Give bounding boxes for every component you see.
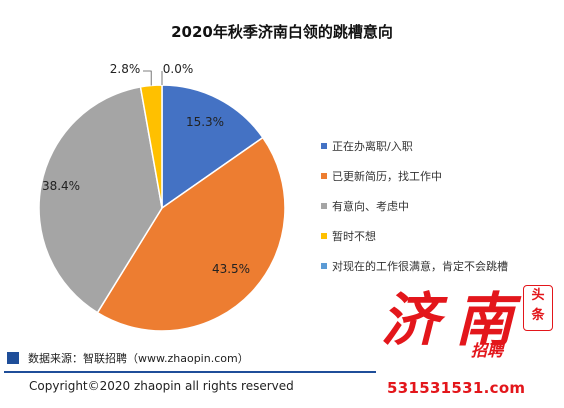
slice-label-2: 38.4% <box>42 179 80 193</box>
data-source: 数据来源：智联招聘（www.zhaopin.com） <box>7 350 249 366</box>
slice-label-3: 2.8% <box>110 62 141 76</box>
slice-label-4: 0.0% <box>163 62 194 76</box>
legend-item-2: 有意向、考虑中 <box>321 198 409 214</box>
legend-item-3: 暂时不想 <box>321 228 376 244</box>
leader-line-3 <box>143 70 152 86</box>
logo-brand: 招聘 <box>471 341 504 360</box>
logo-badge: 头 条 <box>523 285 553 331</box>
legend-swatch-2 <box>321 203 327 209</box>
legend-swatch-3 <box>321 233 327 239</box>
logo-char-ji: 济 <box>381 286 440 354</box>
legend-label-0: 正在办离职/入职 <box>332 140 413 153</box>
slice-label-0: 15.3% <box>186 115 224 129</box>
legend-swatch-1 <box>321 173 327 179</box>
watermark-logo: 济 南 头 条 招聘 531531531.com <box>375 285 560 405</box>
logo-url: 531531531.com <box>387 379 526 397</box>
legend-label-1: 已更新简历，找工作中 <box>332 170 442 183</box>
logo-char-nan: 南 <box>455 286 514 354</box>
legend-swatch-0 <box>321 143 327 149</box>
legend-item-1: 已更新简历，找工作中 <box>321 168 442 184</box>
legend-label-2: 有意向、考虑中 <box>332 200 409 213</box>
legend-swatch-4 <box>321 263 327 269</box>
slice-label-1: 43.5% <box>212 262 250 276</box>
legend-item-0: 正在办离职/入职 <box>321 138 413 154</box>
logo-badge-top: 头 <box>531 288 545 303</box>
source-marker <box>7 352 19 364</box>
chart-title: 2020年秋季济南白领的跳槽意向 <box>171 23 393 41</box>
legend-item-4: 对现在的工作很满意，肯定不会跳槽 <box>321 258 508 274</box>
legend-label-4: 对现在的工作很满意，肯定不会跳槽 <box>332 260 508 273</box>
logo-badge-bottom: 条 <box>531 308 545 323</box>
copyright-text: Copyright©2020 zhaopin all rights reserv… <box>29 379 294 393</box>
pie-slice-2 <box>38 86 163 314</box>
pie-slice-1 <box>96 136 286 332</box>
legend-label-3: 暂时不想 <box>332 230 376 243</box>
source-text: 数据来源：智联招聘（www.zhaopin.com） <box>28 352 249 365</box>
pie-slice-0 <box>161 84 264 210</box>
footer-divider <box>4 371 376 373</box>
